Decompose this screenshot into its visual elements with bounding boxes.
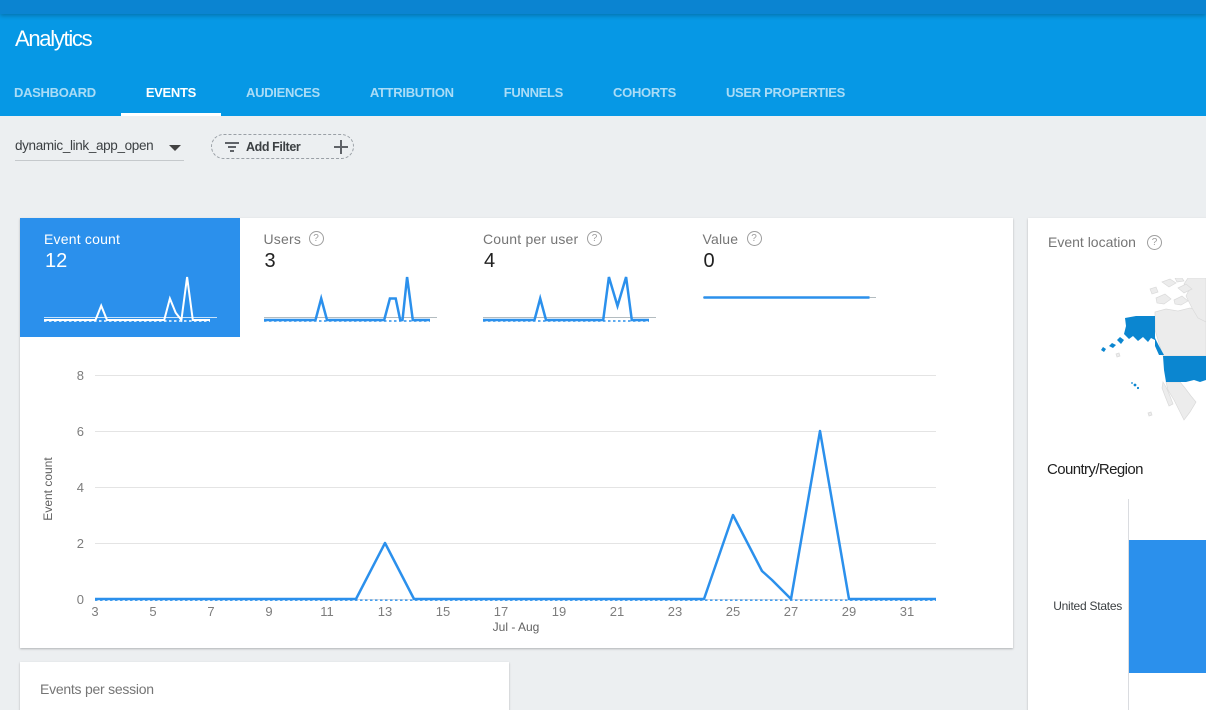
svg-text:13: 13 bbox=[378, 604, 392, 619]
svg-text:29: 29 bbox=[842, 604, 856, 619]
svg-text:6: 6 bbox=[77, 424, 84, 439]
svg-text:11: 11 bbox=[320, 604, 334, 619]
svg-text:2: 2 bbox=[77, 536, 84, 551]
svg-text:7: 7 bbox=[207, 604, 214, 619]
svg-text:31: 31 bbox=[900, 604, 914, 619]
svg-text:5: 5 bbox=[149, 604, 156, 619]
svg-text:3: 3 bbox=[91, 604, 98, 619]
svg-text:17: 17 bbox=[494, 604, 508, 619]
svg-text:4: 4 bbox=[77, 480, 84, 495]
svg-text:15: 15 bbox=[436, 604, 450, 619]
svg-text:19: 19 bbox=[552, 604, 566, 619]
svg-text:8: 8 bbox=[77, 368, 84, 383]
svg-text:9: 9 bbox=[265, 604, 272, 619]
svg-text:23: 23 bbox=[668, 604, 682, 619]
svg-text:25: 25 bbox=[726, 604, 740, 619]
svg-text:21: 21 bbox=[610, 604, 624, 619]
svg-text:0: 0 bbox=[77, 592, 84, 607]
svg-text:27: 27 bbox=[784, 604, 798, 619]
